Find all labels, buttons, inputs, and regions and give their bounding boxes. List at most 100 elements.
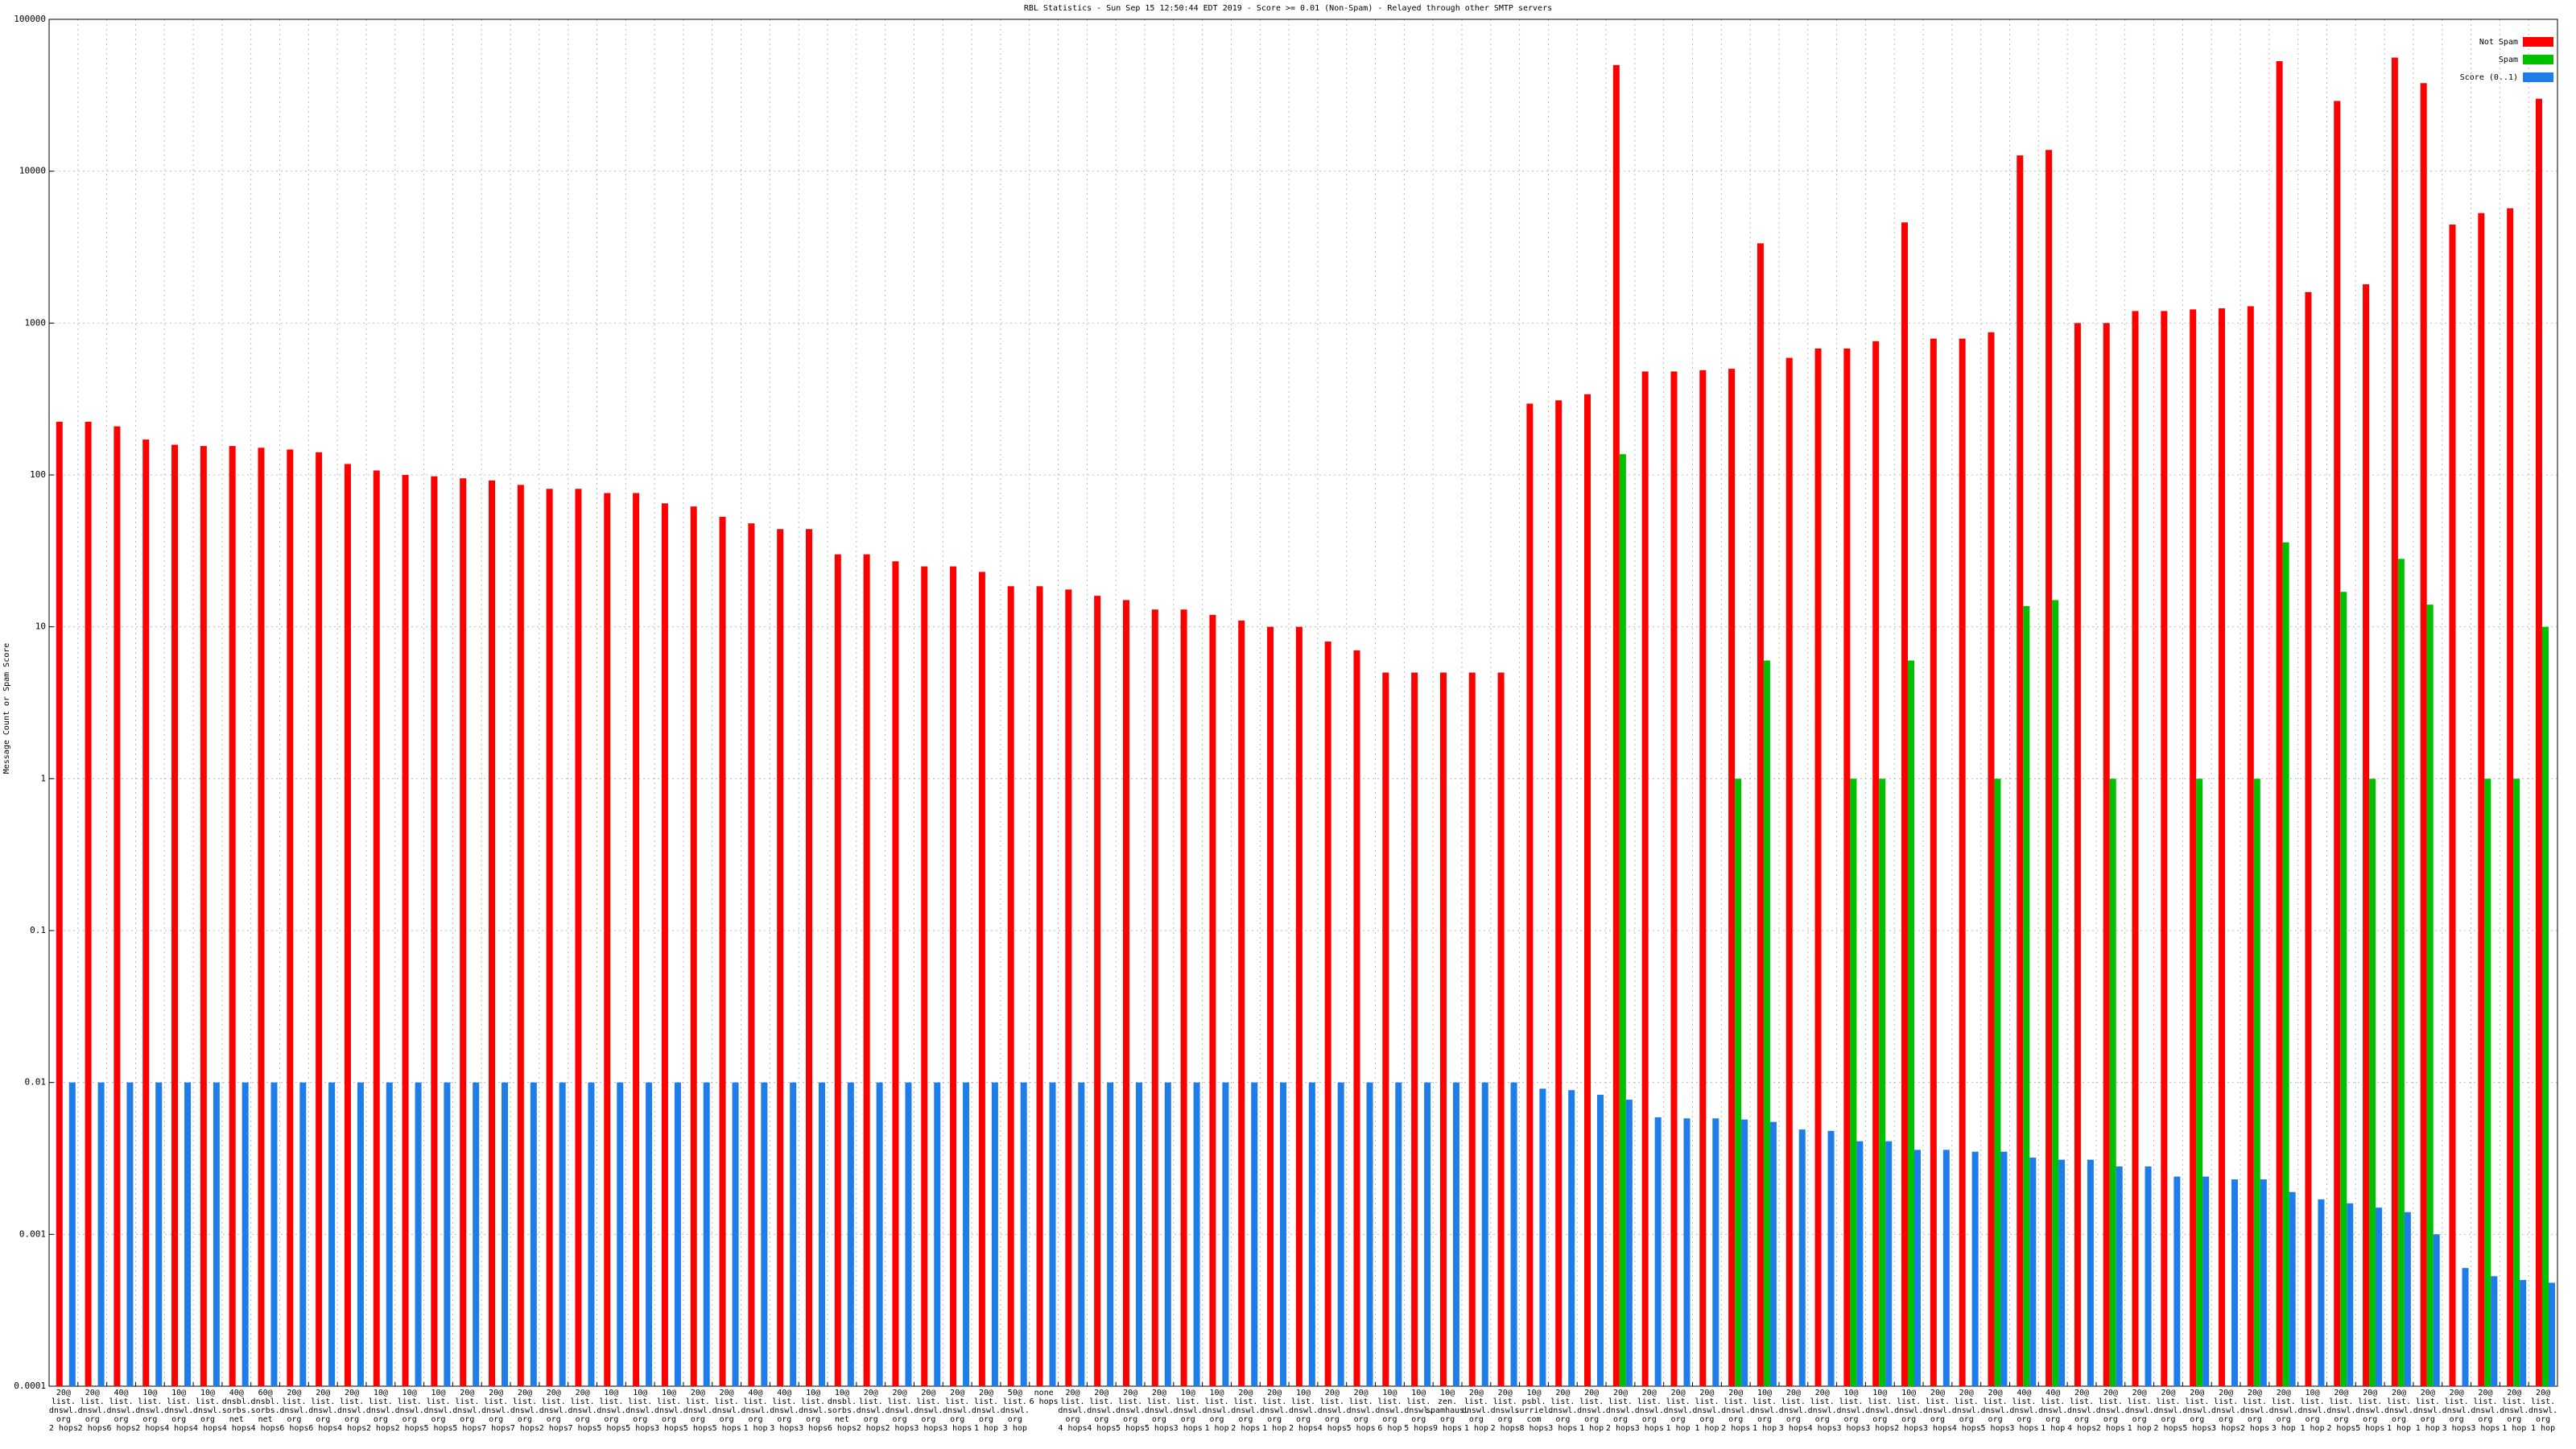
x-tick-label-line: org (2421, 1415, 2435, 1424)
x-tick-label-line: 1 hop (2301, 1424, 2325, 1433)
bar (1468, 672, 1476, 1386)
x-tick-label-line: 20@ (1786, 1389, 1801, 1397)
x-tick-label-line: org (1901, 1415, 1916, 1424)
x-tick-label-line: dnswl. (279, 1406, 308, 1415)
x-tick-label-line: dnswl. (1606, 1406, 1635, 1415)
x-tick-label-line: 7 hops (510, 1424, 539, 1433)
x-tick-label-line: net (835, 1415, 849, 1424)
bar (1827, 1130, 1835, 1386)
x-tick-label-line: 2 hops (2326, 1424, 2355, 1433)
x-tick-label-line: list. (1060, 1397, 1084, 1406)
x-tick-label-line: 40@ (2046, 1389, 2060, 1397)
x-tick-label: 10@ list. dnswl. org 5 hops (423, 1389, 452, 1433)
x-tick-label-line: zen. (1438, 1397, 1457, 1406)
x-tick-label-line: org (345, 1415, 359, 1424)
bar (2058, 1159, 2066, 1386)
x-tick-label-line: org (1757, 1415, 1772, 1424)
x-tick-label-line: dnswl. (1664, 1406, 1693, 1415)
bar (963, 1082, 970, 1386)
x-tick-label-line: org (1642, 1415, 1657, 1424)
x-tick-label-line: 20@ (316, 1389, 330, 1397)
x-tick-label-line: 1 hop (1752, 1424, 1777, 1433)
bar (546, 489, 553, 1386)
x-tick-label-line: spamhaus. (1426, 1406, 1469, 1415)
bar (473, 1082, 480, 1386)
x-tick-label-line: org (374, 1415, 388, 1424)
x-tick-label-line: 4 hops (164, 1424, 193, 1433)
x-tick-label-line: org (1210, 1415, 1224, 1424)
x-tick-label-line: dnswl. (1836, 1406, 1865, 1415)
x-tick-label-line: 20@ (1642, 1389, 1657, 1397)
x-tick-label-line: 4 hops (1952, 1424, 1981, 1433)
x-tick-label: 10@ list. dnswl. org 6 hop (1375, 1389, 1404, 1433)
x-tick-label-line: 3 hop (1003, 1424, 1027, 1433)
x-tick-label-line: 3 hops (1635, 1424, 1664, 1433)
bar (2391, 57, 2398, 1386)
x-tick-label-line: dnswl. (2326, 1406, 2355, 1415)
x-tick-label-line: list. (1089, 1397, 1113, 1406)
bar (1879, 778, 1886, 1386)
x-tick-label: 20@ list. dnswl. org 6 hops (308, 1389, 337, 1433)
bar (1164, 1082, 1171, 1386)
bar (56, 421, 63, 1386)
x-tick-label-line: org (85, 1415, 100, 1424)
x-tick-label: 20@ list. dnswl. org 1 hop (2125, 1389, 2154, 1433)
bar (1481, 1082, 1488, 1386)
x-tick-label-line: dnswl. (1174, 1406, 1203, 1415)
x-tick-label-line: dnswl. (943, 1406, 972, 1415)
x-tick-label-line: dnswl. (2182, 1406, 2211, 1415)
x-tick-label-line: list. (2358, 1397, 2382, 1406)
bar (1942, 1150, 1950, 1386)
bar (805, 529, 812, 1387)
x-tick-label-line: org (1267, 1415, 1282, 1424)
bar (1959, 338, 1966, 1386)
x-tick-label-line: list. (340, 1397, 364, 1406)
x-tick-label-line: list. (2301, 1397, 2325, 1406)
x-tick-label-line: list. (1897, 1397, 1921, 1406)
x-tick-label-line: 20@ (1613, 1389, 1628, 1397)
x-tick-label-line: list. (599, 1397, 623, 1406)
x-tick-label-line: 3 hops (799, 1424, 828, 1433)
x-tick-label-line: 20@ (2478, 1389, 2492, 1397)
x-tick-label-line: org (979, 1415, 993, 1424)
x-tick-label-line: 10@ (431, 1389, 445, 1397)
x-tick-label-line: 3 hops (1779, 1424, 1808, 1433)
x-tick-label-line: 1 hop (2416, 1424, 2440, 1433)
x-tick-label: 10@ list. dnswl. org 3 hops (1865, 1389, 1894, 1433)
x-tick-label: 20@ list. dnswl. org 7 hops (481, 1389, 510, 1433)
x-tick-label-line: list. (1204, 1397, 1228, 1406)
x-tick-label-line: org (1815, 1415, 1830, 1424)
x-tick-label: 20@ list. dnswl. org 2 hops (78, 1389, 107, 1433)
x-tick-label-line: list. (1291, 1397, 1315, 1406)
x-tick-label-line: org (633, 1415, 647, 1424)
x-tick-label-line: list. (1349, 1397, 1373, 1406)
bar (1280, 1082, 1287, 1386)
bar (1007, 586, 1014, 1386)
x-tick-label-line: list. (743, 1397, 767, 1406)
x-tick-label-line: 5 hops (2355, 1424, 2384, 1433)
bar (978, 572, 985, 1386)
x-tick-label-line: org (2103, 1415, 2118, 1424)
y-tick-label: 100 (30, 469, 46, 480)
x-tick-label-line: org (2363, 1415, 2377, 1424)
y-tick-label: 0.1 (30, 925, 46, 935)
x-tick-label: 20@ list. dnswl. org 1 hop (972, 1389, 1001, 1433)
x-tick-label-line: dnswl. (1260, 1406, 1289, 1415)
y-tick-label: 1000 (25, 317, 47, 328)
bar (1683, 1118, 1690, 1386)
x-tick-label-line: 3 hops (1548, 1424, 1577, 1433)
x-tick-label-line: list. (1752, 1397, 1777, 1406)
x-tick-label-line: 20@ (489, 1389, 503, 1397)
y-tick-label: 0.01 (25, 1077, 47, 1088)
x-tick-label-line: list. (1839, 1397, 1863, 1406)
x-tick-label-line: dnswl. (423, 1406, 452, 1415)
bar (530, 1082, 537, 1386)
x-tick-label-line: org (171, 1415, 186, 1424)
x-tick-label-line: org (287, 1415, 301, 1424)
x-tick-label: 10@ list. dnswl. org 1 hop (1202, 1389, 1231, 1433)
x-tick-label: 20@ list. dnswl. org 7 hops (568, 1389, 597, 1433)
x-tick-label-line: dnswl. (2384, 1406, 2413, 1415)
bar (85, 421, 92, 1386)
x-tick-label-line: list. (1493, 1397, 1517, 1406)
x-tick-label-line: org (1872, 1415, 1887, 1424)
